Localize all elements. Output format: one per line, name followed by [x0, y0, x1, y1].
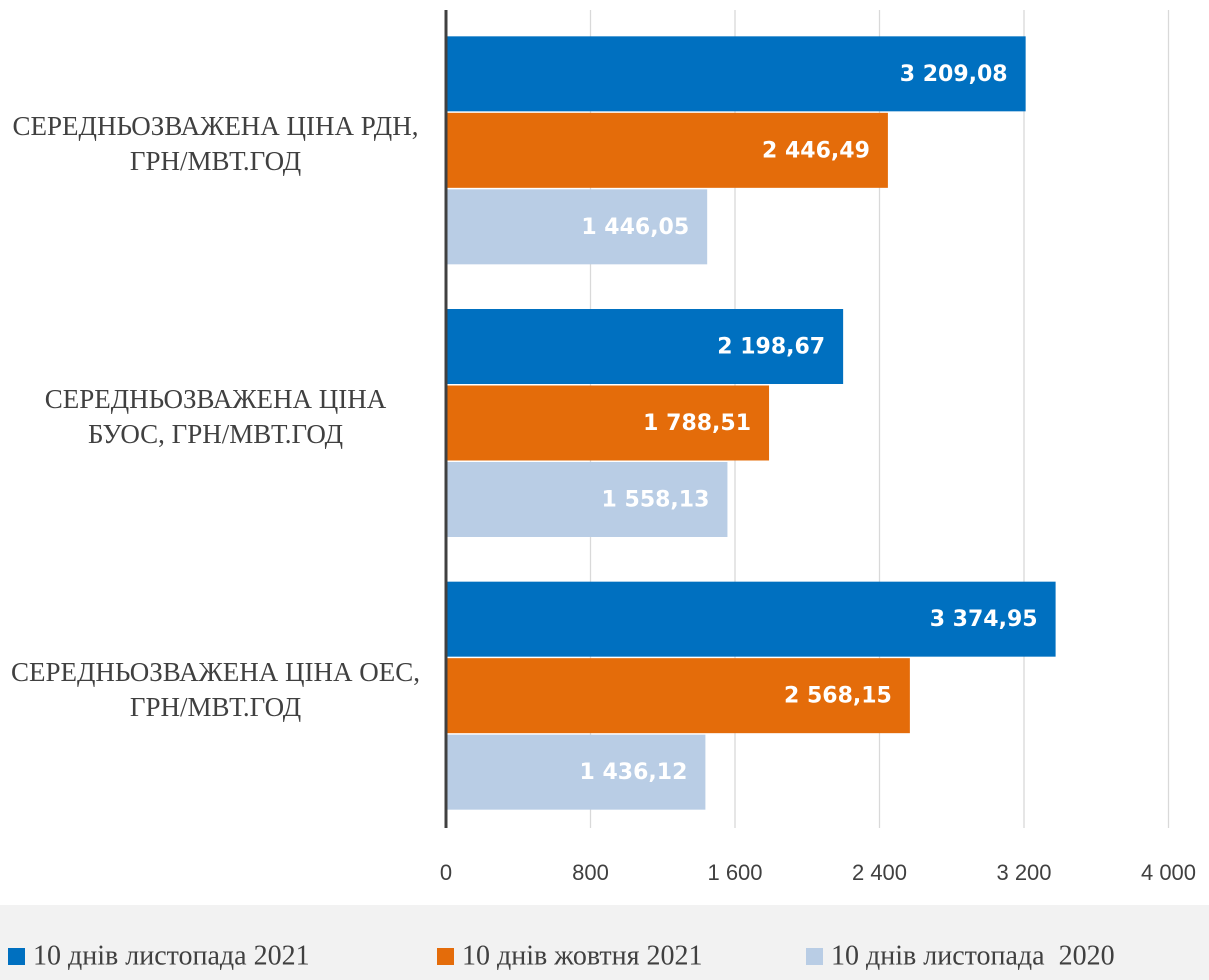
legend-background: [0, 905, 1209, 980]
bar: [446, 734, 706, 810]
legend-label: 10 днів листопада 2021: [33, 940, 310, 971]
x-tick-label: 0: [440, 860, 452, 885]
bar: [446, 189, 708, 265]
value-label: 1 446,05: [581, 215, 689, 240]
bar: [446, 658, 910, 734]
value-label: 1 436,12: [580, 760, 688, 785]
category-label: СЕРЕДНЬОЗВАЖЕНА ЦІНА БУОС, ГРН/МВТ.ГОД: [44, 384, 387, 449]
x-tick-label: 1 600: [707, 860, 762, 885]
bar: [446, 581, 1056, 657]
value-label: 1 558,13: [602, 488, 710, 513]
legend-label: 10 днів жовтня 2021: [462, 940, 703, 971]
bar: [446, 36, 1026, 112]
bar: [446, 112, 888, 188]
value-label: 1 788,51: [643, 411, 751, 436]
value-label: 3 209,08: [900, 62, 1008, 87]
legend-label: 10 днів листопада 2020: [831, 940, 1115, 971]
category-label: СЕРЕДНЬОЗВАЖЕНА ЦІНА ОЕС, ГРН/МВТ.ГОД: [10, 656, 420, 722]
value-label: 2 198,67: [717, 335, 825, 360]
value-label: 2 446,49: [762, 138, 870, 163]
value-label: 2 568,15: [784, 684, 892, 709]
bar: [446, 462, 728, 537]
bar: [446, 309, 844, 384]
x-tick-label: 3 200: [996, 860, 1051, 885]
legend-marker: [8, 948, 25, 965]
category-label: СЕРЕДНЬОЗВАЖЕНА ЦІНА РДН, ГРН/МВТ.ГОД: [12, 111, 419, 177]
x-tick-label: 4 000: [1141, 860, 1196, 885]
legend-marker: [806, 948, 823, 965]
legend-marker: [437, 948, 454, 965]
x-tick-label: 2 400: [852, 860, 907, 885]
value-label: 3 374,95: [930, 607, 1038, 632]
x-tick-label: 800: [572, 860, 609, 885]
bar: [446, 385, 770, 461]
